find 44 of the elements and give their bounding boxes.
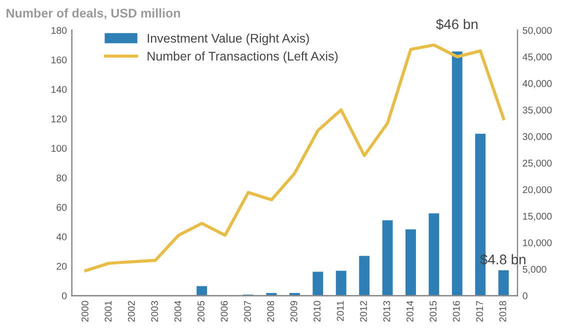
y-tick-label: 180 <box>52 26 67 34</box>
text: $46 bn <box>436 18 478 30</box>
x-tick-label: 2018 <box>499 300 506 322</box>
x-tick-label: 2001 <box>104 301 112 322</box>
legend-label: Number of Transactions (Left Axis) <box>148 51 338 64</box>
y2-tick-label: 45,000 <box>522 54 552 62</box>
x-tick-label: 2014 <box>406 300 414 322</box>
x-tick-label: 2012 <box>360 301 367 322</box>
y2-tick-label: 10,000 <box>523 239 552 248</box>
y-tick-label: 0 <box>62 292 67 300</box>
y-tick-label: 160 <box>52 56 67 64</box>
x-tick-label: 2015 <box>430 300 437 322</box>
y-tick-label: 100 <box>52 144 67 152</box>
y2-tick-label: 20,000 <box>522 186 552 194</box>
x-tick-label: 2000 <box>82 300 88 322</box>
y-tick-label: 120 <box>52 115 67 122</box>
y2-tick-label: 35,000 <box>522 106 552 115</box>
x-tick-label: 2017 <box>476 301 483 322</box>
chart-title: Number of deals, USD million <box>6 8 180 20</box>
y2-tick-label: 5,000 <box>522 266 546 274</box>
x-tick-label: 2002 <box>128 301 135 322</box>
x-tick-label: 2007 <box>244 301 251 322</box>
x-tick-label: 2003 <box>151 300 158 322</box>
x-tick-label: 2011 <box>336 301 344 321</box>
x-tick-label: 2004 <box>174 300 182 322</box>
y2-tick-label: 0 <box>522 292 528 300</box>
x-tick-label: 2010 <box>314 300 321 322</box>
y2-tick-label: 40,000 <box>522 80 552 88</box>
y2-tick-label: 30,000 <box>522 133 552 142</box>
y-tick-label: 80 <box>56 174 67 182</box>
x-tick-label: 2008 <box>267 300 274 322</box>
x-tick-label: 2006 <box>220 300 228 322</box>
y2-tick-label: 25,000 <box>522 160 552 168</box>
legend-label: Investment Value (Right Axis) <box>148 34 309 46</box>
y-tick-label: 20 <box>56 262 67 270</box>
y2-tick-label: 50,000 <box>522 26 552 36</box>
y2-tick-label: 15,000 <box>523 212 552 221</box>
y-tick-label: 40 <box>56 233 67 240</box>
x-tick-label: 2013 <box>383 300 390 322</box>
x-tick-label: 2005 <box>198 300 204 322</box>
y-tick-label: 140 <box>52 86 67 93</box>
x-tick-label: 2009 <box>290 301 298 322</box>
y-tick-label: 60 <box>56 204 67 211</box>
x-tick-label: 2016 <box>452 300 460 322</box>
